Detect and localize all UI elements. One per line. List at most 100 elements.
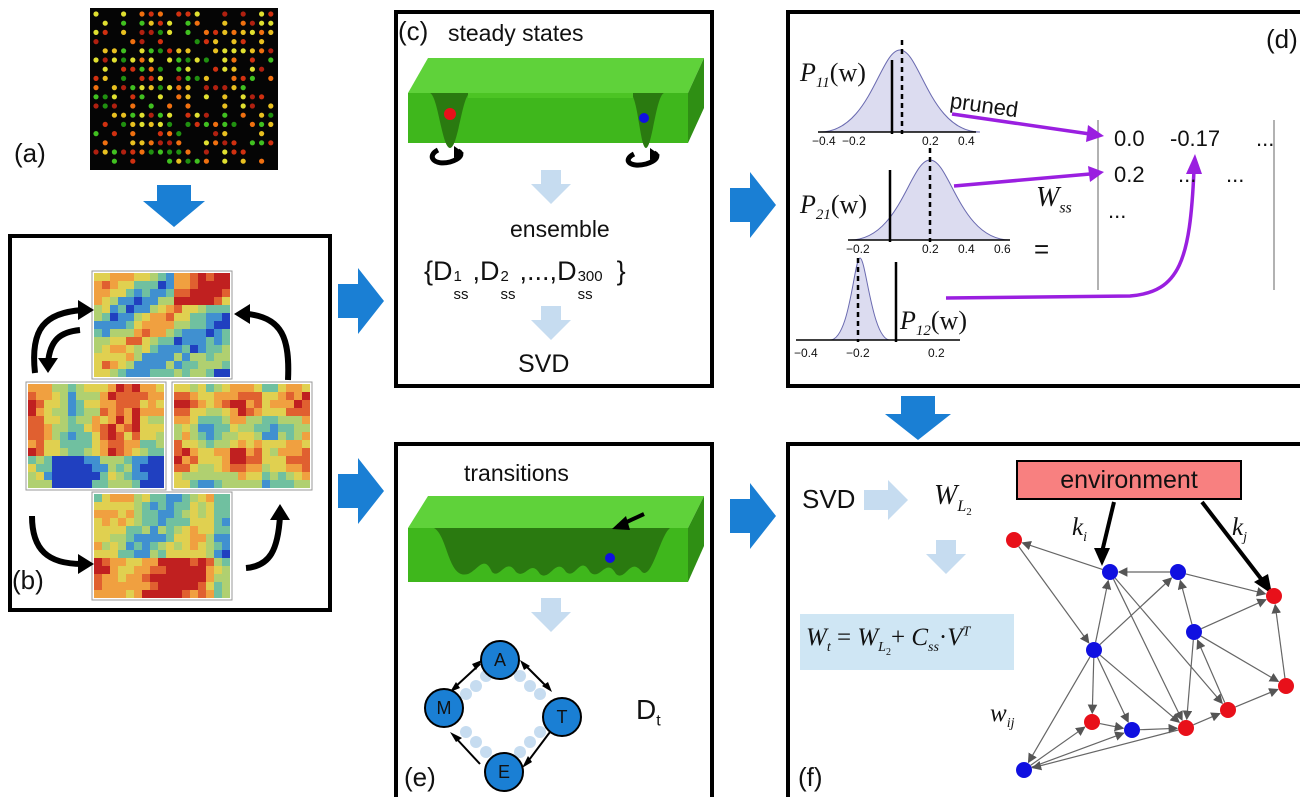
heatmap-cell [150, 558, 158, 566]
heatmap-cell [76, 384, 84, 392]
microarray-spot [222, 140, 228, 146]
heatmap-cell [214, 566, 222, 574]
heatmap-cell [116, 464, 124, 472]
ensemble-set: {D 1 ss ,D 2 ss ,...,D 300 ss} [424, 256, 626, 303]
heatmap-cell [134, 510, 142, 518]
microarray-spot [139, 66, 145, 72]
microarray-spot [203, 94, 209, 100]
microarray-spot [130, 121, 136, 127]
heatmap-cell [270, 432, 278, 440]
heatmap-cell [206, 289, 214, 297]
heatmap-cell [76, 424, 84, 432]
wl2-subsub: 2 [966, 505, 972, 518]
ens-sup2: 2 [500, 268, 509, 285]
heatmap-cell [132, 408, 140, 416]
heatmap-cell [214, 361, 222, 369]
heatmap-cell [94, 534, 102, 542]
heatmap-cell [28, 480, 36, 488]
heatmap-cell [182, 432, 190, 440]
heatmap-cell [102, 526, 110, 534]
heatmap-cell [100, 416, 108, 424]
wss-w: W [1036, 182, 1060, 213]
heatmap-cell [206, 329, 214, 337]
heatmap-cell [198, 416, 206, 424]
heatmap-cell [238, 384, 246, 392]
heatmap-cell [94, 313, 102, 321]
heatmap-cell [102, 289, 110, 297]
heatmap-cell [182, 369, 190, 377]
heatmap-cell [118, 534, 126, 542]
heatmap-cell [158, 369, 166, 377]
heatmap-cell [222, 337, 230, 345]
microarray-spot [240, 39, 246, 45]
heatmap-cell [156, 384, 164, 392]
heatmap-cell [198, 574, 206, 582]
microarray-spot [111, 149, 117, 155]
heatmap-cell [68, 472, 76, 480]
heatmap-cell [60, 408, 68, 416]
arrow-d-to-f [885, 396, 951, 440]
heatmap-cell [222, 494, 230, 502]
heatmap-cell [198, 400, 206, 408]
cycle-arrow [245, 515, 283, 571]
microarray-spot [240, 29, 246, 35]
heatmap-cell [182, 440, 190, 448]
microarray-spot [259, 39, 265, 45]
arrow-a-to-b [143, 185, 205, 227]
heatmap-cell [102, 305, 110, 313]
microarray-spot [93, 11, 99, 17]
heatmap-cell [142, 502, 150, 510]
heatmap-cell [36, 416, 44, 424]
heatmap-cell [302, 416, 310, 424]
heatmap-cell [206, 526, 214, 534]
heatmap-cell [190, 534, 198, 542]
heatmap-cell [278, 456, 286, 464]
heatmap-cell [214, 550, 222, 558]
heatmap-cell [108, 464, 116, 472]
heatmap-cell [246, 400, 254, 408]
microarray-spot [167, 112, 173, 118]
network-edge [1196, 639, 1226, 703]
heatmap-cell [102, 297, 110, 305]
heatmap-cell [182, 518, 190, 526]
heatmap-cell [182, 534, 190, 542]
network-node-blue [1016, 762, 1032, 778]
microarray-spot [121, 75, 127, 81]
heatmap-cell [68, 400, 76, 408]
heatmap-cell [286, 392, 294, 400]
heatmap-cell [84, 416, 92, 424]
heatmap-cell [124, 456, 132, 464]
heatmap-cell [198, 289, 206, 297]
microarray-spot [148, 29, 154, 35]
heatmap-cell [134, 518, 142, 526]
network-edge [1030, 726, 1086, 766]
heatmap-cell [102, 321, 110, 329]
microarray-spot [102, 75, 108, 81]
heatmap-cell [100, 472, 108, 480]
p21-p: P [800, 190, 816, 219]
heatmap-cell [94, 494, 102, 502]
heatmap-cell [214, 281, 222, 289]
matrix-r1c3: ... [1256, 126, 1275, 151]
heatmap-cell [190, 582, 198, 590]
heatmap-cell [262, 424, 270, 432]
heatmap-cell [294, 408, 302, 416]
heatmap-cell [76, 416, 84, 424]
heatmap-cell [174, 510, 182, 518]
heatmap-cell [158, 582, 166, 590]
heatmap-cell [190, 281, 198, 289]
heatmap-cell [28, 392, 36, 400]
heatmap-cell [294, 400, 302, 408]
heatmap-cell [182, 448, 190, 456]
heatmap-cell [198, 480, 206, 488]
heatmap-cell [190, 273, 198, 281]
microarray-spot [130, 94, 136, 100]
heatmap-cell [206, 518, 214, 526]
label-d: (d) [1266, 24, 1298, 54]
heatmap-cell [190, 440, 198, 448]
heatmap-cell [294, 440, 302, 448]
heatmap-cell [238, 408, 246, 416]
microarray-spot [111, 85, 117, 91]
microarray-spot [259, 158, 265, 164]
microarray-spot [148, 48, 154, 54]
